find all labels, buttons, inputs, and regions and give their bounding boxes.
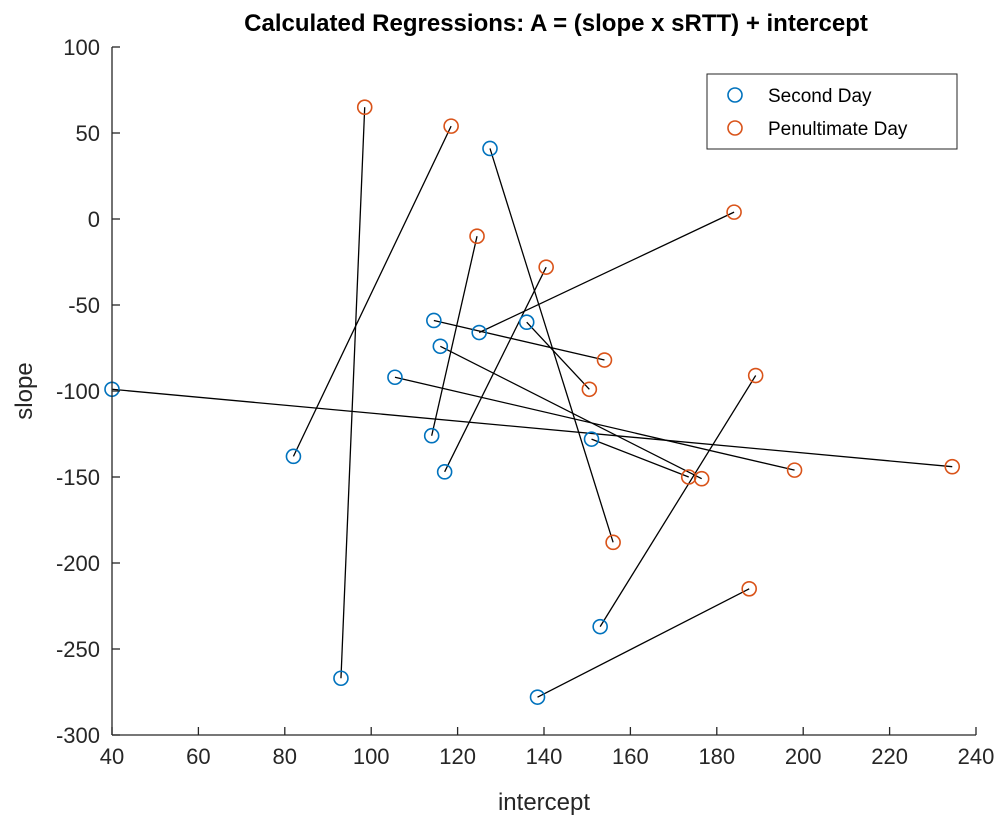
second-day-marker — [518, 314, 535, 331]
penultimate-day-marker — [581, 381, 598, 398]
x-tick-label: 200 — [785, 744, 822, 769]
penultimate-day-marker — [538, 259, 554, 275]
legend-marker — [727, 120, 743, 136]
second-day-marker — [387, 369, 403, 386]
connector-lines — [111, 107, 953, 698]
penultimate-day-marker — [693, 470, 710, 487]
second-day-marker — [529, 689, 546, 705]
plot-area: 40 60 80 100 120 140 160 180 200 220 240 -300 -250 -2… — [56, 35, 994, 769]
y-tick-label: 100 — [63, 35, 100, 60]
second-day-marker — [436, 464, 453, 480]
legend-box — [706, 73, 958, 150]
x-tick-label: 240 — [958, 744, 995, 769]
second-day-marker — [471, 324, 488, 341]
connector-line — [526, 321, 590, 390]
penultimate-day-marker — [726, 204, 742, 220]
y-tick-label: 0 — [88, 207, 100, 232]
connector-line — [292, 125, 452, 457]
second-day-marker — [432, 338, 449, 355]
penultimate-day-marker — [596, 352, 613, 368]
y-axis-label: slope — [11, 362, 38, 419]
penultimate-day-marker — [469, 228, 485, 244]
y-tick-label: 50 — [76, 121, 100, 146]
penultimate-day-marker — [741, 580, 758, 597]
penultimate-day-marker — [356, 99, 373, 115]
x-tick-label: 120 — [439, 744, 476, 769]
penultimate-day-marker — [786, 462, 803, 478]
x-tick-label: 220 — [871, 744, 908, 769]
axes: 40 60 80 100 120 140 160 180 200 220 240 -300 -250 -2… — [56, 35, 994, 769]
x-tick-label: 160 — [612, 744, 649, 769]
x-tick-label: 40 — [100, 744, 124, 769]
y-tick-label: -150 — [56, 465, 100, 490]
x-tick-label: 140 — [526, 744, 563, 769]
connector-line — [111, 388, 953, 468]
data-markers — [104, 99, 961, 705]
connector-line — [440, 345, 702, 480]
legend: Second Day Penultimate Day — [706, 73, 958, 150]
x-axis-label: intercept — [498, 789, 590, 816]
connector-line — [489, 148, 614, 543]
y-tick-label: -300 — [56, 723, 100, 748]
chart-title: Calculated Regressions: A = (slope x sRT… — [244, 10, 868, 37]
y-tick-label: -200 — [56, 551, 100, 576]
connector-line — [591, 438, 689, 478]
second-day-marker — [423, 427, 440, 444]
penultimate-day-marker — [680, 469, 697, 485]
connector-line — [394, 376, 795, 471]
legend-label: Penultimate Day — [768, 119, 908, 140]
legend-marker — [727, 87, 743, 103]
penultimate-day-marker — [443, 118, 459, 134]
penultimate-day-marker — [747, 367, 764, 384]
second-day-marker — [426, 312, 442, 329]
connector-line — [444, 266, 547, 473]
second-day-marker — [592, 618, 608, 635]
x-tick-label: 100 — [353, 744, 390, 769]
second-day-marker — [333, 670, 349, 687]
connector-line — [431, 236, 478, 436]
penultimate-day-marker — [605, 534, 621, 551]
x-tick-label: 80 — [273, 744, 297, 769]
x-tick-label: 60 — [186, 744, 210, 769]
connector-line — [599, 375, 757, 627]
connector-line — [537, 588, 750, 698]
y-tick-label: -250 — [56, 637, 100, 662]
connector-line — [433, 319, 605, 361]
y-tick-label: -100 — [56, 379, 100, 404]
legend-label: Second Day — [768, 86, 872, 107]
connector-line — [478, 211, 735, 334]
second-day-marker — [583, 431, 600, 447]
plot-background — [112, 47, 976, 735]
connector-line — [340, 107, 366, 679]
y-tick-label: -50 — [68, 293, 100, 318]
second-day-marker — [285, 448, 302, 465]
x-tick-label: 180 — [698, 744, 735, 769]
second-day-marker — [482, 140, 498, 157]
penultimate-day-marker — [944, 458, 961, 475]
